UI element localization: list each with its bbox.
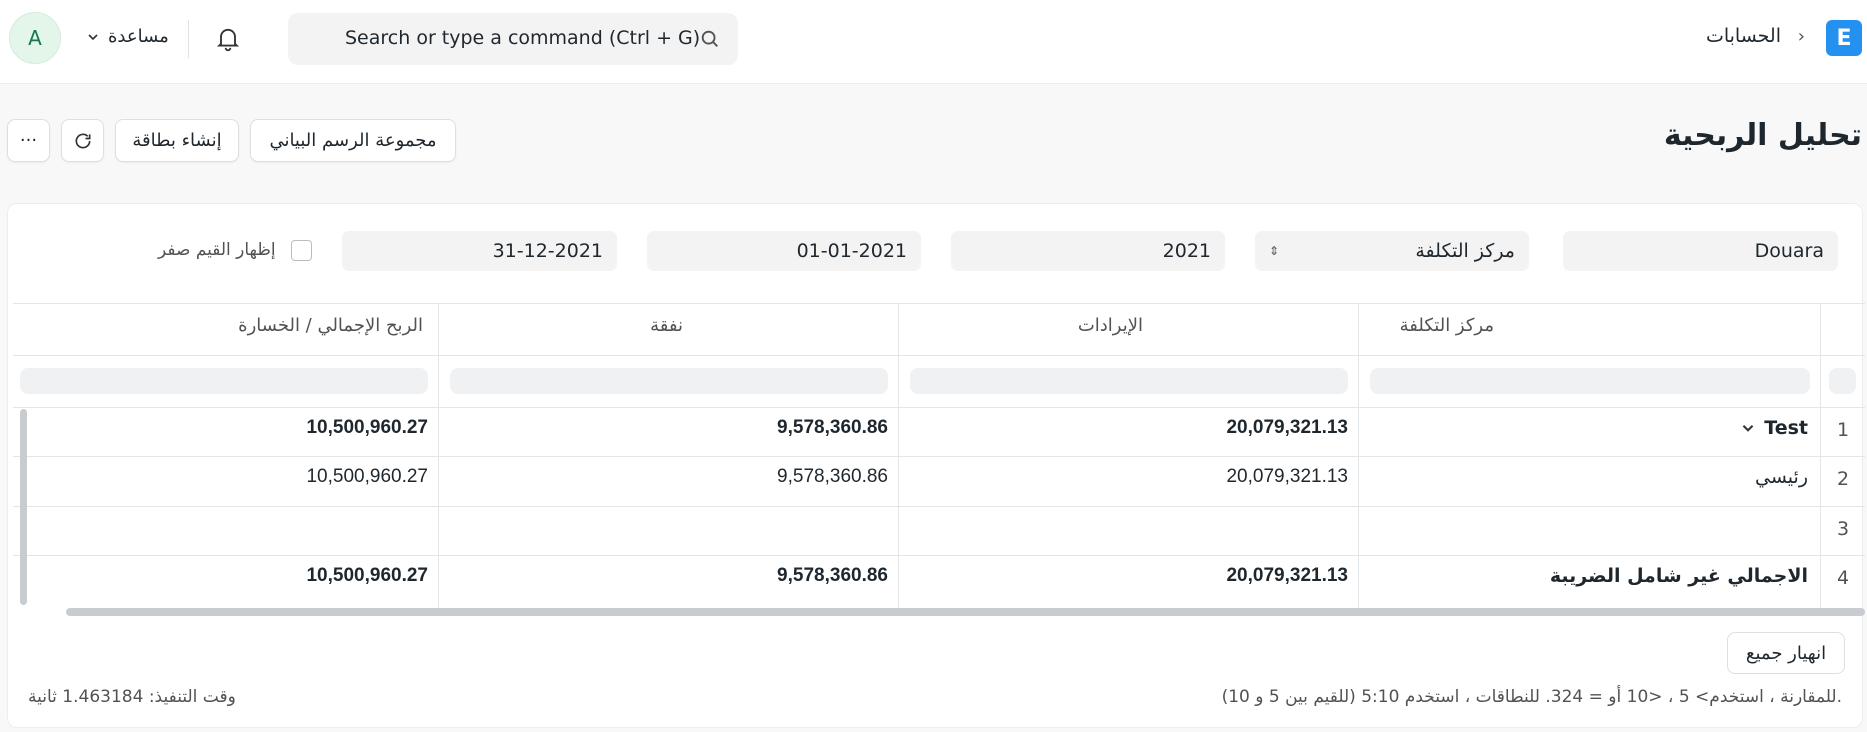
collapse-all-button[interactable]: انهيار جميع (1727, 632, 1845, 674)
row-divider (13, 456, 1865, 457)
profit-cell: 10,500,960.27 (306, 417, 428, 438)
show-zero-values-checkbox[interactable] (291, 240, 312, 261)
header-divider (13, 355, 1865, 356)
cost-center-name: الاجمالي غير شامل الضريبة (1549, 565, 1808, 587)
cost-center-name: رئيسي (1755, 466, 1808, 488)
create-card-button[interactable]: إنشاء بطاقة (115, 119, 239, 162)
navbar-divider (188, 20, 189, 58)
column-divider (1358, 303, 1359, 612)
search-input[interactable]: Search or type a command (Ctrl + G) (345, 27, 701, 49)
filter-help-note: للمقارنة ، استخدم> 5 ، <10 أو = 324. للن… (1221, 687, 1842, 707)
column-header-income[interactable]: الإيرادات (1077, 315, 1143, 336)
navbar: E › الحسابات Search or type a command (C… (0, 0, 1867, 84)
help-dropdown[interactable]: مساعدة (86, 26, 169, 47)
expense-cell: 9,578,360.86 (777, 417, 888, 438)
show-zero-values-label: إظهار القيم صفر (158, 240, 276, 260)
page-title: تحليل الربحية (1663, 118, 1862, 153)
row-divider (13, 506, 1865, 507)
column-header-expense[interactable]: نفقة (650, 315, 683, 336)
search-bar[interactable]: Search or type a command (Ctrl + G) (288, 13, 738, 65)
row-filter-input[interactable] (1829, 368, 1856, 394)
cost-center-filter-input[interactable] (1370, 368, 1810, 394)
refresh-icon (75, 133, 90, 149)
report-card: Douara ⇕ مركز التكلفة 2021 01-01-2021 31… (7, 203, 1865, 728)
chevron-down-icon[interactable] (1740, 420, 1756, 436)
profit-cell: 10,500,960.27 (306, 466, 428, 487)
app-logo[interactable]: E (1826, 20, 1862, 56)
filter-row-divider (13, 407, 1865, 408)
table-row-cost-center[interactable]: Test (1740, 417, 1808, 439)
column-header-gross-profit[interactable]: الربح الإجمالي / الخسارة (238, 315, 423, 336)
breadcrumb-accounts[interactable]: الحسابات (1705, 25, 1781, 47)
income-cell: 20,079,321.13 (1226, 466, 1348, 487)
profit-filter-input[interactable] (20, 368, 428, 394)
row-number: 3 (1836, 518, 1850, 540)
horizontal-scrollbar[interactable] (66, 608, 1865, 616)
row-number: 4 (1836, 567, 1850, 589)
user-avatar[interactable]: A (9, 12, 61, 64)
based-on-value: مركز التكلفة (1415, 240, 1515, 262)
based-on-select[interactable]: ⇕ مركز التكلفة (1255, 231, 1529, 271)
cost-center-name: Test (1764, 417, 1808, 439)
row-number: 2 (1836, 468, 1850, 490)
income-cell: 20,079,321.13 (1226, 417, 1348, 438)
column-divider (438, 303, 439, 612)
column-divider (898, 303, 899, 612)
vertical-scrollbar[interactable] (20, 409, 27, 605)
to-date-filter[interactable]: 31-12-2021 (342, 231, 617, 271)
search-icon (701, 30, 718, 47)
more-options-button[interactable]: ··· (7, 119, 50, 162)
breadcrumb-chevron-icon: › (1797, 26, 1805, 47)
fiscal-year-filter[interactable]: 2021 (951, 231, 1225, 271)
income-filter-input[interactable] (910, 368, 1348, 394)
income-cell: 20,079,321.13 (1226, 565, 1348, 586)
expense-cell: 9,578,360.86 (777, 565, 888, 586)
report-table: مركز التكلفة الإيرادات نفقة الربح الإجما… (13, 303, 1865, 619)
help-label: مساعدة (108, 26, 169, 47)
row-divider (13, 555, 1865, 556)
row-number: 1 (1836, 419, 1850, 441)
sort-arrows-icon: ⇕ (1269, 244, 1280, 258)
column-divider (1820, 303, 1821, 612)
execution-time: وقت التنفيذ: 1.463184 ثانية (28, 687, 236, 707)
expense-filter-input[interactable] (450, 368, 888, 394)
company-filter[interactable]: Douara (1563, 231, 1838, 271)
refresh-button[interactable] (61, 119, 104, 162)
from-date-filter[interactable]: 01-01-2021 (647, 231, 921, 271)
profit-cell: 10,500,960.27 (306, 565, 428, 586)
notification-bell-icon[interactable] (214, 24, 242, 52)
expense-cell: 9,578,360.86 (777, 466, 888, 487)
column-header-cost-center[interactable]: مركز التكلفة (1399, 315, 1494, 336)
table-border-top (13, 303, 1865, 304)
chevron-down-icon (88, 33, 98, 40)
chart-group-button[interactable]: مجموعة الرسم البياني (250, 119, 456, 162)
